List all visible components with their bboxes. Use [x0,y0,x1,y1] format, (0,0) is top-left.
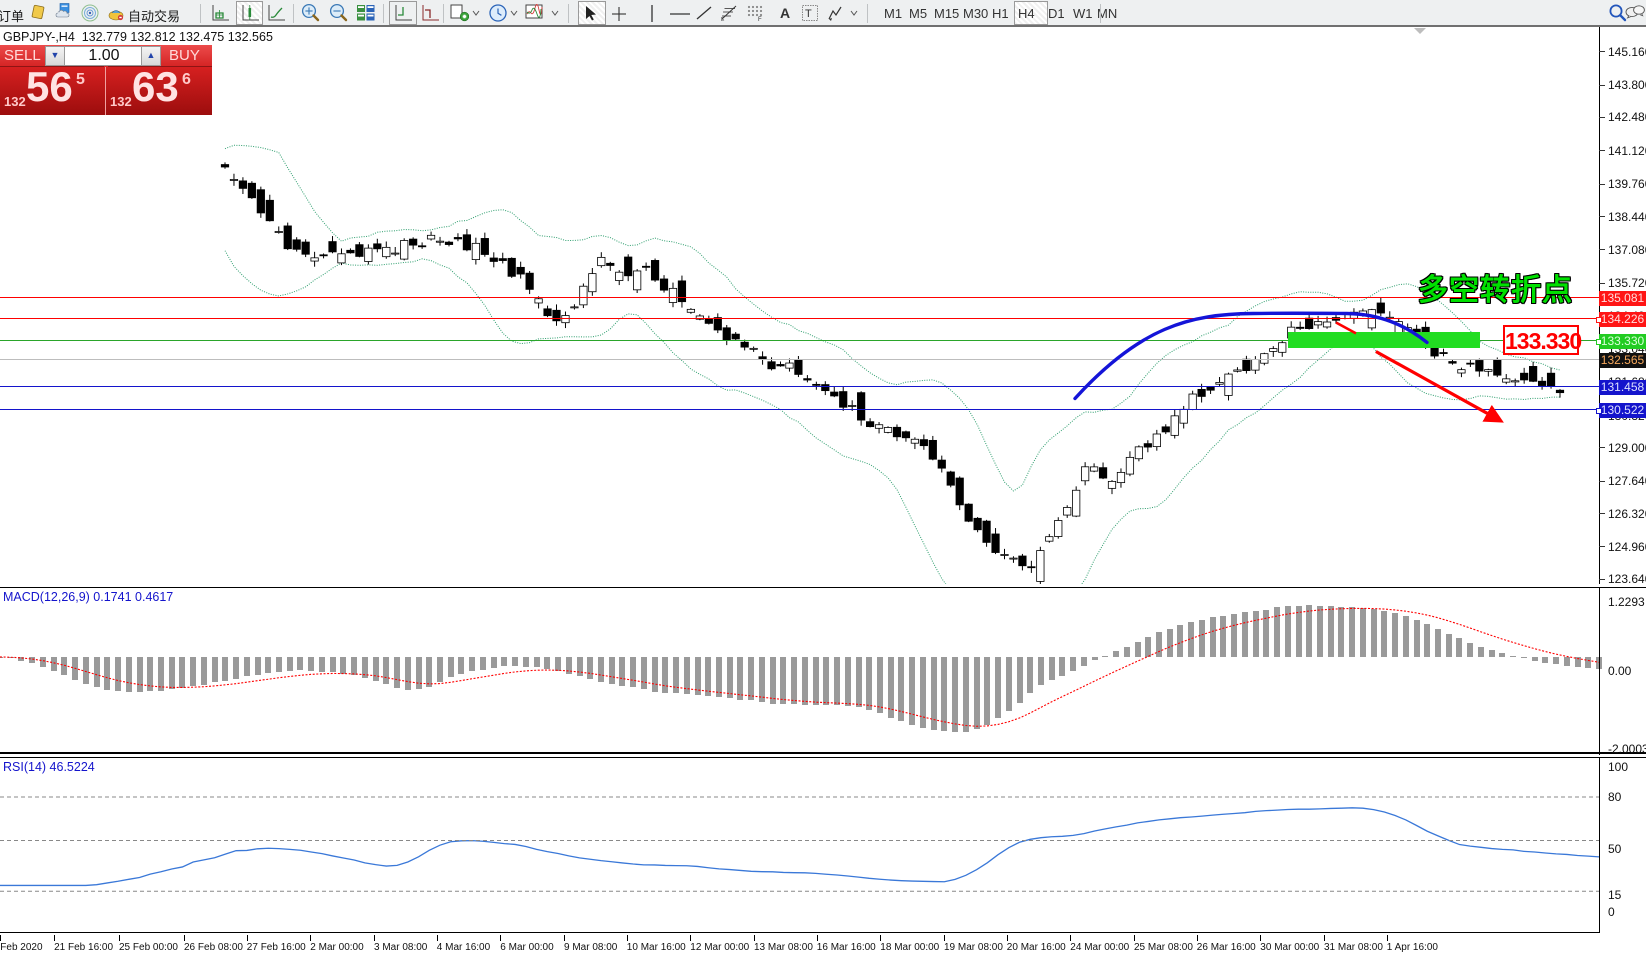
svg-text:E: E [721,17,725,22]
svg-text:F: F [758,17,762,21]
svg-text:T: T [805,8,812,20]
